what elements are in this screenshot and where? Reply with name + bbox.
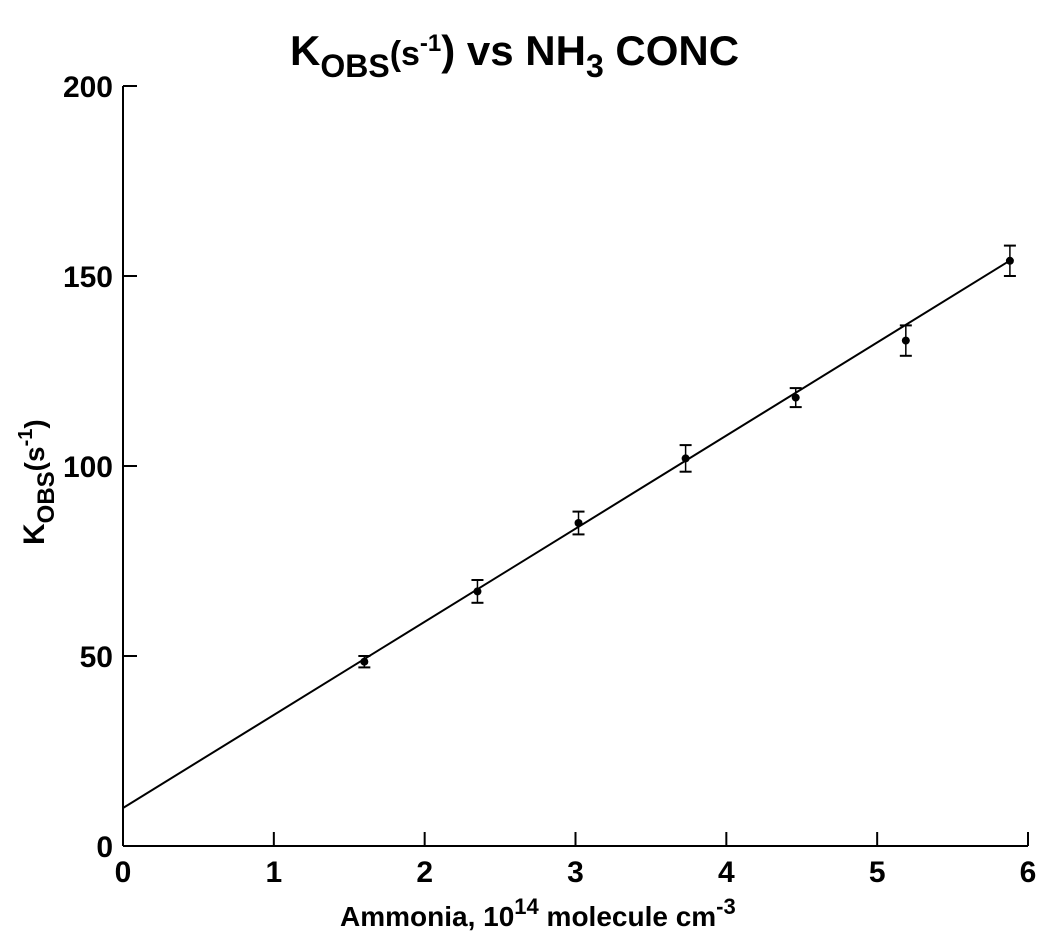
y-tick-label: 50 [80,641,113,674]
y-axis-label: KOBS(s-1) [15,419,60,545]
y-label-subscript: OBS [33,471,60,523]
axes [122,86,1028,847]
x-label-superscript: 14 [514,894,539,919]
data-point [360,657,369,666]
y-label-close: ) [19,419,50,428]
x-tick-label: 3 [567,856,584,889]
y-label-k: K [18,523,51,545]
title-conc: CONC [604,27,739,74]
x-label-unit: molecule cm [539,901,716,932]
chart-title: KOBS(s-1) vs NH3 CONC [290,27,739,84]
y-label-superscript: -1 [15,429,37,447]
x-tick-label: 5 [869,856,886,889]
data-point [681,454,690,463]
ticks: 0 1 2 3 4 5 6 0 50 100 150 200 [63,71,1036,889]
data-point [473,587,482,596]
x-label-unit-superscript: -3 [716,894,736,919]
fit-line-group [122,257,1014,809]
title-unit: (s [390,35,420,73]
y-label-unit: (s [19,446,50,471]
x-axis-label: Ammonia, 1014 molecule cm-3 [340,894,736,932]
data-point [901,336,910,345]
x-tick-label: 1 [265,856,282,889]
data-points [358,244,1016,669]
data-point [1005,256,1014,265]
y-tick-label: 150 [63,261,113,294]
x-tick-label: 2 [416,856,433,889]
title-nh3-subscript: 3 [586,48,604,84]
title-vs-nh: ) vs NH [441,27,586,74]
data-point [574,519,583,527]
plot-area: 0 1 2 3 4 5 6 0 50 100 150 200 [63,71,1036,889]
title-unit-superscript: -1 [420,30,441,57]
data-point [791,393,800,402]
title-k: K [290,27,320,74]
title-k-subscript: OBS [320,48,389,84]
x-tick-label: 4 [718,856,735,889]
x-tick-label: 0 [115,856,132,889]
y-tick-label: 100 [63,451,113,484]
x-tick-label: 6 [1020,856,1037,889]
fit-line [122,257,1014,809]
x-label-main: Ammonia, 10 [340,901,514,932]
y-tick-label: 0 [96,831,113,864]
y-tick-label: 200 [63,71,113,104]
